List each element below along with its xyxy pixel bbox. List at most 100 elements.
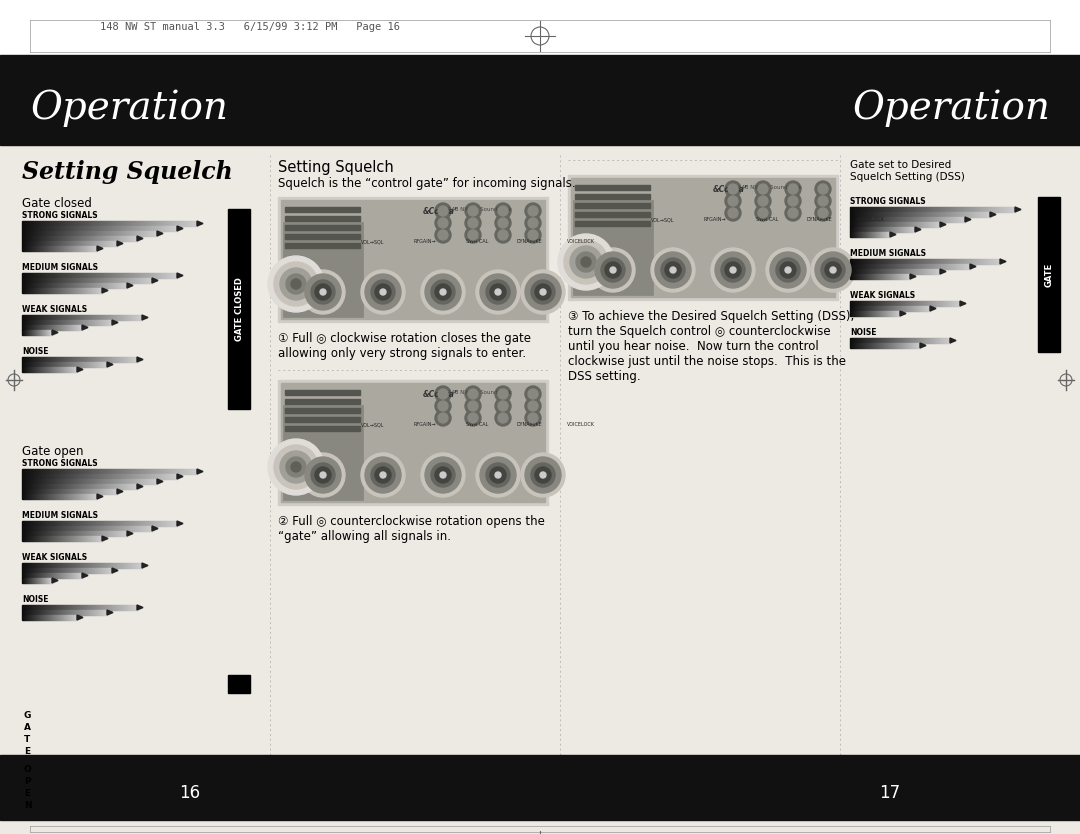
Text: WEAK SIGNALS: WEAK SIGNALS <box>22 553 87 562</box>
Text: DYNAMIKE: DYNAMIKE <box>806 217 832 222</box>
Circle shape <box>361 453 405 497</box>
Circle shape <box>480 457 516 493</box>
Text: VOL→SQL: VOL→SQL <box>361 422 384 427</box>
Circle shape <box>788 196 798 206</box>
Polygon shape <box>117 241 123 246</box>
Bar <box>568 175 838 300</box>
Polygon shape <box>990 212 996 217</box>
Circle shape <box>725 193 741 209</box>
Polygon shape <box>177 474 183 479</box>
Circle shape <box>815 181 831 197</box>
Circle shape <box>495 215 511 231</box>
Text: Operation: Operation <box>30 89 228 127</box>
Circle shape <box>525 457 561 493</box>
Circle shape <box>365 457 401 493</box>
Polygon shape <box>920 343 926 348</box>
Circle shape <box>490 284 507 300</box>
Circle shape <box>480 274 516 310</box>
Circle shape <box>540 289 546 295</box>
Circle shape <box>465 410 481 426</box>
Circle shape <box>730 267 735 273</box>
Circle shape <box>788 208 798 218</box>
Bar <box>281 200 545 319</box>
Text: VOICELOCK: VOICELOCK <box>567 422 595 427</box>
Circle shape <box>280 451 312 483</box>
Polygon shape <box>77 367 83 372</box>
Bar <box>281 383 545 502</box>
Circle shape <box>438 218 448 228</box>
Bar <box>0 55 1080 145</box>
Polygon shape <box>97 246 103 251</box>
Polygon shape <box>900 311 906 316</box>
Circle shape <box>438 401 448 411</box>
Polygon shape <box>112 568 118 573</box>
Polygon shape <box>137 484 143 489</box>
Text: O: O <box>24 765 31 774</box>
Circle shape <box>268 439 324 495</box>
Circle shape <box>661 258 685 282</box>
Circle shape <box>438 206 448 216</box>
Circle shape <box>498 413 508 423</box>
Circle shape <box>521 270 565 314</box>
Circle shape <box>721 258 745 282</box>
Circle shape <box>540 472 546 478</box>
Circle shape <box>301 453 345 497</box>
Polygon shape <box>137 605 143 610</box>
Polygon shape <box>152 526 158 531</box>
Circle shape <box>725 181 741 197</box>
Circle shape <box>525 215 541 231</box>
Bar <box>571 178 835 297</box>
Text: 148 NW ST manual 3.3   6/15/99 3:12 PM   Page 16: 148 NW ST manual 3.3 6/15/99 3:12 PM Pag… <box>100 22 400 32</box>
Polygon shape <box>1015 207 1021 212</box>
Circle shape <box>531 463 555 487</box>
Circle shape <box>291 462 301 472</box>
Circle shape <box>521 453 565 497</box>
Polygon shape <box>102 536 108 541</box>
Circle shape <box>785 267 791 273</box>
Bar <box>575 203 650 208</box>
Text: Gate set to Desired
Squelch Setting (DSS): Gate set to Desired Squelch Setting (DSS… <box>850 160 964 182</box>
Text: DYNAMIKE: DYNAMIKE <box>516 239 542 244</box>
Circle shape <box>651 248 696 292</box>
Text: MEDIUM SIGNALS: MEDIUM SIGNALS <box>22 263 98 272</box>
Text: DYNAMIKE: DYNAMIKE <box>516 422 542 427</box>
Circle shape <box>372 463 395 487</box>
Polygon shape <box>177 273 183 278</box>
Circle shape <box>785 193 801 209</box>
Text: 148 NW ST SoundTrack: 148 NW ST SoundTrack <box>448 390 512 395</box>
Circle shape <box>301 270 345 314</box>
Circle shape <box>605 262 621 278</box>
Circle shape <box>811 248 855 292</box>
Bar <box>285 216 360 221</box>
Circle shape <box>468 401 478 411</box>
Circle shape <box>361 270 405 314</box>
Text: 148 NW ST SoundTrack: 148 NW ST SoundTrack <box>448 207 512 212</box>
Circle shape <box>495 203 511 219</box>
Circle shape <box>305 457 341 493</box>
Circle shape <box>758 184 768 194</box>
Text: ③ To achieve the Desired Squelch Setting (DSS),
turn the Squelch control ◎ count: ③ To achieve the Desired Squelch Setting… <box>568 310 854 383</box>
Circle shape <box>311 463 335 487</box>
Circle shape <box>528 401 538 411</box>
Text: Setting Squelch: Setting Squelch <box>278 160 394 175</box>
Polygon shape <box>52 330 58 335</box>
Circle shape <box>311 280 335 304</box>
Text: Squelch is the “control gate” for incoming signals.: Squelch is the “control gate” for incomi… <box>278 177 576 190</box>
Polygon shape <box>960 301 966 306</box>
Polygon shape <box>910 274 916 279</box>
Circle shape <box>498 218 508 228</box>
Circle shape <box>468 206 478 216</box>
Circle shape <box>711 248 755 292</box>
Circle shape <box>755 193 771 209</box>
Circle shape <box>490 467 507 483</box>
Circle shape <box>525 410 541 426</box>
Circle shape <box>280 268 312 300</box>
Text: Setting Squelch: Setting Squelch <box>22 160 233 184</box>
Circle shape <box>431 280 455 304</box>
Circle shape <box>274 445 318 489</box>
Text: VOICELOCK: VOICELOCK <box>567 239 595 244</box>
Circle shape <box>476 270 519 314</box>
Circle shape <box>610 267 616 273</box>
Text: E: E <box>24 789 30 798</box>
Bar <box>285 225 360 230</box>
